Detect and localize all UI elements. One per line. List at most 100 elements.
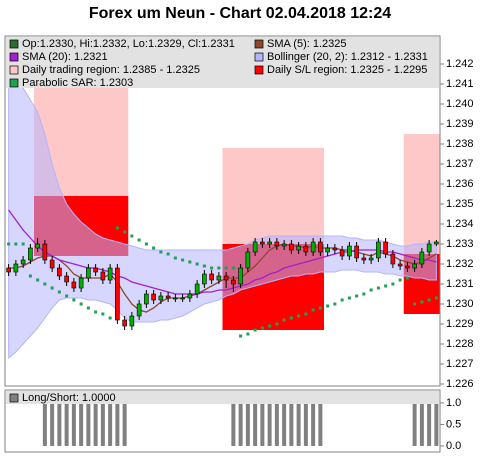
y-tick-label: 1.241 bbox=[446, 78, 474, 90]
bar bbox=[79, 402, 84, 446]
bar bbox=[238, 402, 243, 446]
sar-dot bbox=[376, 286, 380, 290]
candle-body bbox=[64, 275, 69, 283]
y-tick-label: 1.228 bbox=[446, 338, 474, 350]
legend-label: Daily S/L region: 1.2325 - 1.2295 bbox=[267, 64, 427, 76]
candle-body bbox=[267, 241, 272, 245]
bar bbox=[86, 402, 91, 446]
sar-dot bbox=[311, 308, 315, 312]
candle-body bbox=[209, 273, 214, 281]
sar-dot bbox=[188, 260, 192, 264]
candle-body bbox=[296, 245, 301, 251]
candle-body bbox=[419, 251, 425, 265]
candle-body bbox=[115, 267, 120, 321]
candle-body bbox=[78, 277, 84, 289]
bar bbox=[122, 402, 127, 446]
legend-swatch bbox=[254, 65, 264, 75]
y-tick-label: 0.0 bbox=[446, 440, 461, 452]
sar-dot bbox=[79, 302, 83, 306]
sar-dot bbox=[297, 314, 301, 318]
y-tick-label: 1.231 bbox=[446, 278, 474, 290]
candle-body bbox=[434, 241, 439, 245]
chart-title: Forex um Neun - Chart 02.04.2018 12:24 bbox=[89, 5, 391, 22]
bar bbox=[267, 402, 272, 446]
sar-dot bbox=[202, 264, 206, 268]
y-tick-label: 1.227 bbox=[446, 358, 474, 370]
overlay: 1.226 1.227 1.228 1.229 1.230 1.231 1.232 1.233… bbox=[6, 37, 474, 452]
y-tick-label: 1.230 bbox=[446, 298, 474, 310]
y-tick-label: 1.237 bbox=[446, 158, 474, 170]
bar bbox=[311, 402, 316, 446]
legend-label: Bollinger (20, 2): 1.2312 - 1.2331 bbox=[267, 51, 428, 63]
y-tick-label: 1.235 bbox=[446, 198, 474, 210]
bar bbox=[296, 402, 301, 446]
candle-body bbox=[347, 245, 352, 257]
sar-dot bbox=[355, 294, 359, 298]
legend-label: Daily trading region: 1.2385 - 1.2325 bbox=[22, 64, 200, 76]
candle-body bbox=[28, 247, 33, 261]
sar-dot bbox=[275, 322, 279, 326]
y-tick-label: 1.233 bbox=[446, 238, 474, 250]
sar-dot bbox=[398, 278, 402, 282]
sar-dot bbox=[231, 266, 235, 270]
sar-dot bbox=[159, 250, 163, 254]
candle-body bbox=[397, 263, 403, 267]
sar-dot bbox=[57, 290, 61, 294]
candle-body bbox=[412, 263, 417, 269]
candle-body bbox=[368, 257, 374, 261]
y-tick-label: 1.239 bbox=[446, 118, 474, 130]
candle-body bbox=[303, 245, 309, 253]
sar-dot bbox=[123, 230, 127, 234]
candle-body bbox=[173, 297, 178, 300]
bar bbox=[412, 402, 417, 446]
candle-body bbox=[339, 249, 345, 257]
candle-body bbox=[6, 267, 11, 273]
sar-dot bbox=[65, 294, 69, 298]
sar-dot bbox=[253, 328, 257, 332]
sar-dot bbox=[347, 296, 351, 300]
indicator-line bbox=[8, 243, 437, 313]
sar-dot bbox=[434, 296, 438, 300]
sar-dot bbox=[28, 274, 32, 278]
sar-dot bbox=[384, 284, 388, 288]
sar-dot bbox=[43, 282, 47, 286]
legend-swatch bbox=[254, 39, 264, 49]
bar bbox=[100, 402, 105, 446]
y-tick-label: 1.240 bbox=[446, 98, 474, 110]
bar bbox=[108, 402, 113, 446]
candle-body bbox=[361, 257, 367, 261]
bar bbox=[282, 402, 287, 446]
candle-body bbox=[144, 293, 149, 305]
sar-dot bbox=[405, 276, 409, 280]
y-tick-label: 1.236 bbox=[446, 178, 474, 190]
sar-dot bbox=[210, 266, 214, 270]
candle-body bbox=[93, 267, 98, 273]
sar-dot bbox=[333, 302, 337, 306]
candle-body bbox=[245, 251, 251, 269]
legend-label: Op:1.2330, Hi:1.2332, Lo:1.2329, Cl:1.23… bbox=[22, 38, 235, 50]
sar-dot bbox=[21, 242, 25, 246]
sar-dot bbox=[340, 298, 344, 302]
candle-body bbox=[180, 297, 185, 300]
bar bbox=[427, 402, 432, 446]
candle-body bbox=[202, 273, 207, 285]
y-tick-label: 1.226 bbox=[446, 378, 474, 390]
sar-dot bbox=[144, 242, 148, 246]
legend-swatch bbox=[9, 39, 19, 49]
sar-dot bbox=[72, 298, 76, 302]
candle-body bbox=[57, 267, 62, 277]
bar bbox=[42, 402, 47, 446]
candle-body bbox=[158, 295, 164, 301]
candle-body bbox=[383, 241, 388, 255]
candle-body bbox=[100, 271, 106, 281]
candle-body bbox=[122, 319, 127, 327]
candle-body bbox=[390, 253, 396, 265]
candle-body bbox=[187, 293, 193, 299]
bar bbox=[434, 402, 439, 446]
bar bbox=[64, 402, 69, 446]
legend-box bbox=[6, 37, 439, 88]
bar bbox=[303, 402, 308, 446]
bar bbox=[274, 402, 279, 446]
sar-dot bbox=[246, 332, 250, 336]
legend-swatch bbox=[9, 52, 19, 62]
